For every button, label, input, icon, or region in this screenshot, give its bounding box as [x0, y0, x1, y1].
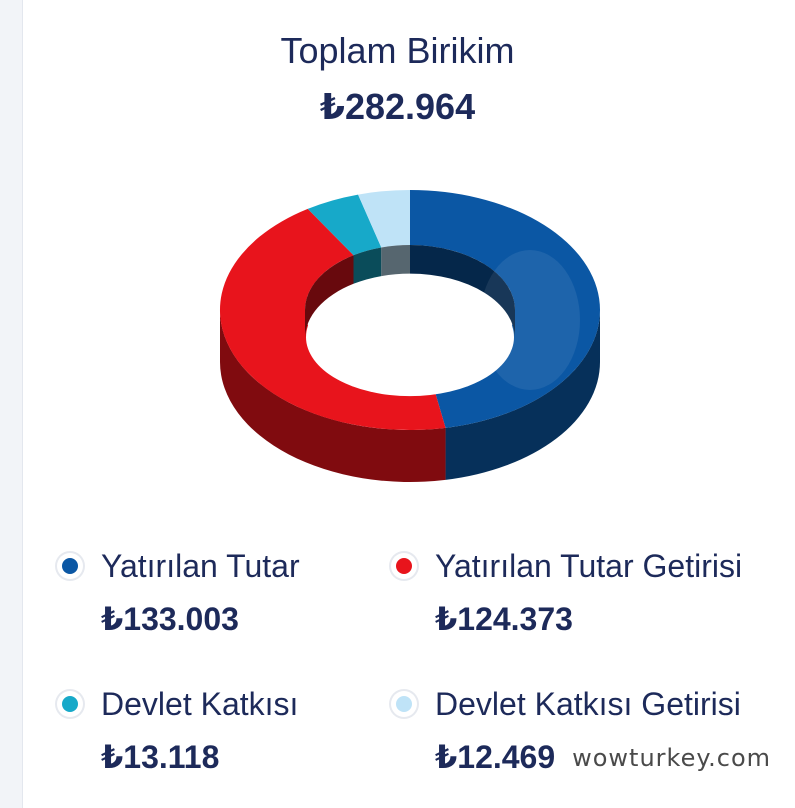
- legend-item-devlet-katkisi-getirisi: Devlet Katkısı Getirisi ₺12.469: [396, 686, 776, 796]
- legend-label: Devlet Katkısı: [101, 686, 299, 722]
- donut-side-0: [445, 310, 600, 480]
- legend-label: Yatırılan Tutar: [101, 548, 300, 584]
- donut-hole: [306, 278, 514, 397]
- chart-title: Toplam Birikim: [280, 30, 515, 71]
- legend-dot-icon: [396, 696, 412, 712]
- donut-chart: [219, 190, 601, 483]
- donut-inner-wall-1: [305, 255, 354, 339]
- legend-label: Devlet Katkısı Getirisi: [435, 686, 741, 722]
- donut-slice-2: [307, 194, 382, 256]
- legend-dot-icon: [396, 558, 412, 574]
- legend-value: ₺12.469: [435, 739, 556, 775]
- donut-inner-wall-2: [353, 247, 382, 284]
- legend-item-devlet-katkisi: Devlet Katkısı ₺13.118: [62, 686, 442, 796]
- legend-item-yatirilan-tutar: Yatırılan Tutar ₺133.003: [62, 548, 442, 658]
- legend-dot-icon: [62, 558, 78, 574]
- watermark: wowturkey.com: [572, 744, 771, 772]
- donut-inner-wall-3: [381, 245, 410, 277]
- legend-value: ₺13.118: [101, 739, 220, 775]
- total-amount: ₺282.964: [319, 86, 476, 127]
- left-panel-edge: [0, 0, 23, 808]
- donut-inner-wall-0: [410, 245, 515, 339]
- legend-label: Yatırılan Tutar Getirisi: [435, 548, 743, 584]
- legend-value: ₺133.003: [101, 601, 239, 637]
- legend-dot-icon: [62, 696, 78, 712]
- donut-side-1: [220, 310, 446, 483]
- legend-item-yatirilan-tutar-getirisi: Yatırılan Tutar Getirisi ₺124.373: [396, 548, 776, 658]
- donut-highlight: [480, 250, 580, 390]
- donut-slice-3: [358, 190, 410, 248]
- legend-value: ₺124.373: [435, 601, 573, 637]
